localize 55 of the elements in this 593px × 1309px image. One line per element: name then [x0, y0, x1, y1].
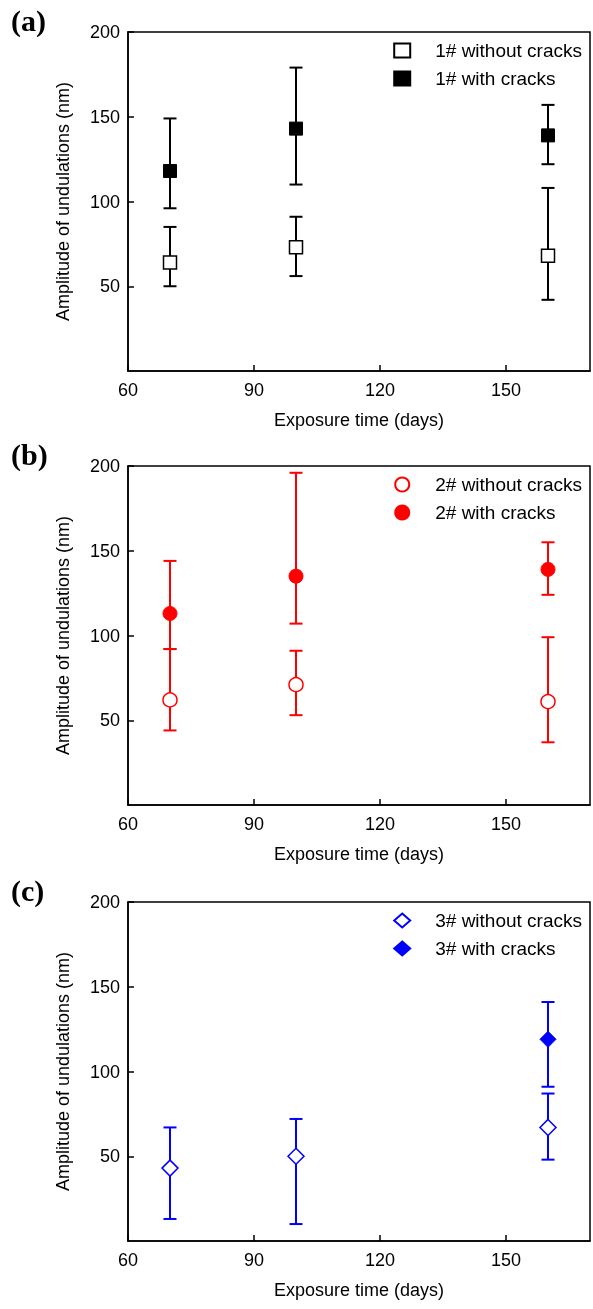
point: [163, 163, 177, 178]
y-axis-title: Amplitude of undulations (nm): [53, 515, 73, 756]
point: [161, 1159, 179, 1177]
chart-title: (c): [11, 873, 45, 908]
x-tick-label: 120: [364, 814, 396, 834]
y-tick-label: 150: [89, 106, 120, 127]
legend-label: 3# without cracks: [435, 910, 583, 931]
x-tick-label: 60: [117, 814, 139, 834]
point: [539, 1030, 557, 1048]
x-tick-label: 60: [117, 380, 139, 400]
y-tick-label: 150: [89, 540, 120, 561]
y-tick-label: 50: [99, 710, 120, 731]
y-tick-label: 50: [99, 1146, 120, 1167]
chart-title: (a): [11, 3, 46, 38]
y-axis-title: Amplitude of undulations (nm): [53, 81, 73, 322]
point: [288, 568, 304, 584]
point: [539, 1118, 557, 1137]
x-tick-label: 150: [490, 1250, 522, 1270]
x-tick-label: 120: [364, 1250, 396, 1270]
point: [162, 605, 178, 621]
x-axis-title: Exposure time (days): [273, 844, 445, 864]
x-axis-title: Exposure time (days): [273, 1280, 445, 1300]
point: [541, 128, 555, 143]
x-tick-label: 120: [364, 380, 396, 400]
point: [162, 692, 178, 708]
chart-title: (b): [11, 437, 48, 472]
y-tick-label: 50: [99, 276, 120, 297]
legend-label: 2# without cracks: [435, 474, 583, 495]
point: [162, 255, 178, 270]
legend-label: 3# with cracks: [435, 938, 556, 959]
y-tick-label: 200: [89, 892, 120, 912]
point: [289, 121, 303, 136]
y-tick-label: 100: [89, 1061, 120, 1082]
x-tick-label: 60: [117, 1250, 139, 1270]
y-axis-title: Amplitude of undulations (nm): [53, 951, 73, 1192]
legend-label: 1# without cracks: [435, 40, 583, 61]
x-axis-title: Exposure time (days): [273, 410, 445, 430]
point: [540, 248, 556, 263]
point: [288, 240, 304, 255]
x-tick-label: 90: [243, 380, 265, 400]
y-tick-label: 200: [89, 456, 120, 476]
legend-label: 1# with cracks: [435, 68, 556, 89]
point: [540, 561, 556, 577]
x-tick-label: 90: [243, 814, 265, 834]
x-tick-label: 90: [243, 1250, 265, 1270]
y-tick-label: 150: [89, 976, 120, 997]
y-tick-label: 100: [89, 625, 120, 646]
point: [540, 693, 556, 710]
legend-label: 2# with cracks: [435, 502, 556, 523]
x-tick-label: 150: [490, 380, 522, 400]
point: [287, 1147, 305, 1165]
point: [288, 676, 304, 693]
x-tick-label: 150: [490, 814, 522, 834]
y-tick-label: 100: [89, 191, 120, 212]
y-tick-label: 200: [89, 22, 120, 42]
